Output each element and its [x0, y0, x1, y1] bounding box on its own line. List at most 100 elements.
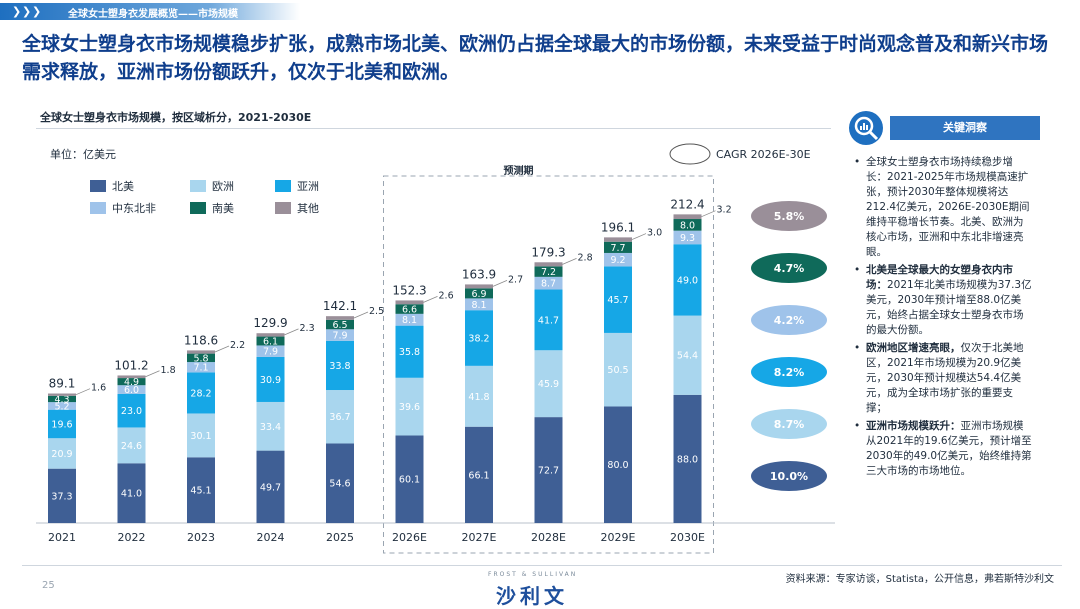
- x-tick-label: 2021: [48, 531, 76, 544]
- bar-value-label: 38.2: [468, 334, 489, 345]
- bar-total-label: 129.9: [253, 316, 287, 330]
- cagr-value-label: 8.2%: [774, 366, 805, 379]
- breadcrumb: 全球女士塑身衣发展概览——市场规模: [68, 9, 238, 20]
- bar-segment: [187, 457, 215, 523]
- other-leader-line: [701, 210, 716, 218]
- bar-segment: [117, 385, 146, 394]
- insight-text: 亚洲市场规模从2021年的19.6亿美元，预计增至2030年的49.0亿美元，始…: [866, 420, 1032, 477]
- bar-segment: [465, 298, 493, 311]
- bar-segment: [48, 393, 76, 396]
- legend-label: 南美: [212, 202, 234, 215]
- bar-segment: [673, 394, 702, 523]
- bar-value-label: 23.0: [121, 406, 142, 417]
- cagr-value-label: 5.8%: [774, 210, 805, 223]
- forecast-label: 预测期: [504, 164, 534, 177]
- bar-value-label: 66.1: [468, 470, 489, 481]
- bar-value-label: 33.8: [329, 361, 350, 372]
- bar-segment: [48, 438, 76, 469]
- unit-label: 单位：亿美元: [50, 147, 116, 161]
- cagr-ellipse: [751, 461, 827, 491]
- cagr-legend-ellipse: [669, 143, 711, 165]
- bar-total-label: 152.3: [392, 283, 426, 297]
- bar-segment: [326, 443, 354, 523]
- insight-text: 全球女士塑身衣市场持续稳步增长：2021-2025年市场规模高速扩张，预计203…: [866, 156, 1030, 258]
- other-value-label: 2.7: [508, 274, 523, 285]
- bar-value-label: 35.8: [399, 347, 420, 358]
- bar-segment: [604, 332, 632, 407]
- footer-divider: [22, 565, 1062, 566]
- page-number: 25: [42, 580, 55, 591]
- bar-segment: [604, 266, 632, 333]
- bar-segment: [604, 241, 632, 253]
- other-leader-line: [353, 311, 369, 319]
- bar-value-label: 6.0: [124, 385, 139, 396]
- bar-segment: [534, 289, 563, 351]
- bar-segment: [48, 468, 76, 523]
- bar-value-label: 6.6: [402, 305, 417, 316]
- bar-value-label: 36.7: [329, 412, 350, 423]
- bar-segment: [326, 316, 354, 320]
- bar-segment: [395, 325, 424, 378]
- other-value-label: 3.2: [717, 205, 732, 216]
- bar-segment: [187, 413, 215, 458]
- x-tick-label: 2028E: [531, 531, 566, 544]
- bar-segment: [256, 356, 285, 402]
- bar-value-label: 5.8: [193, 353, 208, 364]
- bar-segment: [465, 365, 493, 427]
- bar-value-label: 7.9: [263, 347, 278, 358]
- bar-value-label: 72.7: [538, 466, 559, 477]
- other-leader-line: [562, 257, 577, 265]
- legend-label: 亚洲: [297, 180, 319, 193]
- cagr-label: CAGR 2026E-30E: [716, 148, 811, 161]
- bar-segment: [48, 402, 76, 410]
- bar-value-label: 6.9: [471, 289, 486, 300]
- bar-total-label: 101.2: [114, 358, 148, 372]
- bar-segment: [256, 450, 285, 523]
- other-value-label: 3.0: [647, 228, 662, 239]
- bar-total-label: 212.4: [670, 197, 704, 211]
- bar-segment: [673, 244, 702, 316]
- bar-value-label: 45.1: [190, 486, 211, 497]
- bar-segment: [256, 333, 285, 337]
- bar-segment: [395, 304, 424, 314]
- bar-value-label: 39.6: [399, 402, 420, 413]
- bar-segment: [187, 350, 215, 354]
- insight-item: 亚洲市场规模跃升：亚洲市场规模从2021年的19.6亿美元，预计增至2030年的…: [852, 419, 1032, 479]
- bar-segment: [117, 378, 146, 386]
- bar-segment: [256, 401, 285, 451]
- other-leader-line: [492, 280, 508, 287]
- bar-segment: [534, 262, 563, 267]
- other-leader-line: [75, 388, 91, 396]
- x-tick-label: 2029E: [601, 531, 636, 544]
- cagr-value-label: 4.7%: [774, 262, 805, 275]
- x-tick-label: 2024: [257, 531, 285, 544]
- bar-value-label: 4.3: [54, 394, 69, 405]
- legend-label: 北美: [112, 180, 134, 193]
- bar-segment: [326, 390, 354, 444]
- bar-value-label: 50.5: [607, 365, 628, 376]
- bar-value-label: 41.0: [121, 489, 142, 500]
- bar-segment: [465, 284, 493, 289]
- legend-label: 欧洲: [212, 180, 234, 193]
- bar-value-label: 7.1: [193, 363, 208, 374]
- bar-segment: [604, 406, 632, 523]
- bar-segment: [395, 300, 424, 305]
- legend-label: 其他: [297, 202, 319, 215]
- bar-value-label: 8.0: [680, 220, 695, 231]
- brand-logo: 沙利文: [496, 584, 568, 608]
- brand-tagline: FROST & SULLIVAN: [488, 571, 578, 578]
- bar-value-label: 6.1: [263, 337, 278, 348]
- legend-swatch: [190, 180, 206, 192]
- bar-segment: [326, 319, 354, 330]
- cagr-ellipse: [751, 409, 827, 439]
- bar-segment: [673, 230, 702, 245]
- bar-segment: [534, 266, 563, 277]
- top-banner: ❯ ❯ ❯ 全球女士塑身衣发展概览——市场规模: [0, 0, 1080, 26]
- banner-bar: [0, 3, 300, 20]
- insight-header: 关键洞察: [848, 110, 1043, 146]
- bar-segment: [117, 463, 146, 523]
- other-value-label: 2.6: [439, 290, 454, 301]
- cagr-value-label: 10.0%: [770, 470, 808, 483]
- legend-swatch: [190, 202, 206, 214]
